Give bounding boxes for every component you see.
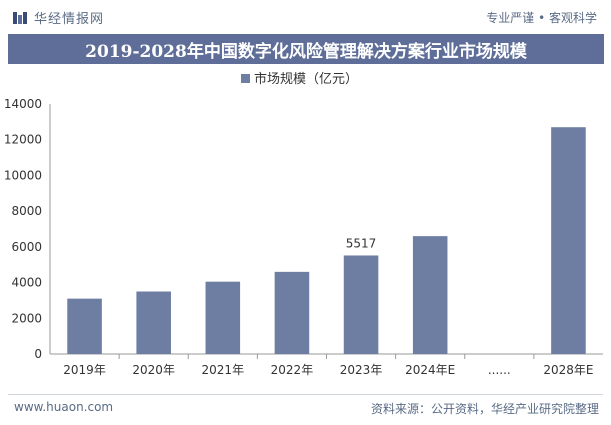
brand[interactable]: 华经情报网	[12, 8, 104, 27]
bar	[412, 236, 448, 354]
x-tick-label: 2019年	[63, 363, 106, 377]
data-label: 5517	[346, 236, 377, 250]
chart-title: 2019-2028年中国数字化风险管理解决方案行业市场规模	[85, 41, 527, 62]
x-tick-label: 2022年	[271, 363, 314, 377]
footer-source: 资料来源：公开资料，华经产业研究院整理	[370, 402, 599, 416]
x-tick-label: 2020年	[132, 363, 175, 377]
x-tick-label: ......	[488, 363, 511, 377]
y-tick-label: 12000	[4, 133, 42, 147]
footer-divider	[8, 394, 603, 395]
x-tick-label: 2021年	[202, 363, 245, 377]
bar-chart: 市场规模（亿元） 0 2000 4000 6000 8000 10000 12000 14000…	[4, 71, 603, 377]
footer: www.huaon.com 资料来源：公开资料，华经产业研究院整理	[0, 394, 611, 425]
y-tick-label: 4000	[11, 276, 42, 290]
y-tick-label: 10000	[4, 168, 42, 182]
bar	[551, 127, 586, 354]
bar	[274, 271, 310, 354]
y-tick-label: 8000	[11, 204, 42, 218]
chart-area: 市场规模（亿元） 0 2000 4000 6000 8000 10000 12000 14000…	[0, 64, 611, 394]
y-tick-label: 6000	[11, 240, 42, 254]
bar	[67, 298, 102, 354]
bar	[343, 255, 379, 354]
legend-swatch	[241, 74, 250, 83]
legend-label: 市场规模（亿元）	[254, 71, 358, 87]
bar	[205, 281, 241, 354]
x-tick-label: 2024年E	[405, 363, 455, 377]
y-tick-label: 2000	[11, 311, 42, 325]
title-band: 2019-2028年中国数字化风险管理解决方案行业市场规模	[8, 34, 604, 64]
brand-logo-icon	[13, 11, 27, 24]
x-tick-label: 2028年E	[543, 363, 593, 377]
brand-name: 华经情报网	[34, 12, 105, 27]
slogan: 专业严谨 • 客观科学	[486, 11, 597, 25]
top-bar: 华经情报网 专业严谨 • 客观科学	[0, 0, 611, 34]
x-tick-label: 2023年	[340, 363, 383, 377]
footer-site-link[interactable]: www.huaon.com	[14, 400, 114, 414]
y-tick-label: 14000	[4, 97, 42, 111]
bar	[136, 291, 171, 354]
y-tick-label: 0	[34, 347, 42, 361]
